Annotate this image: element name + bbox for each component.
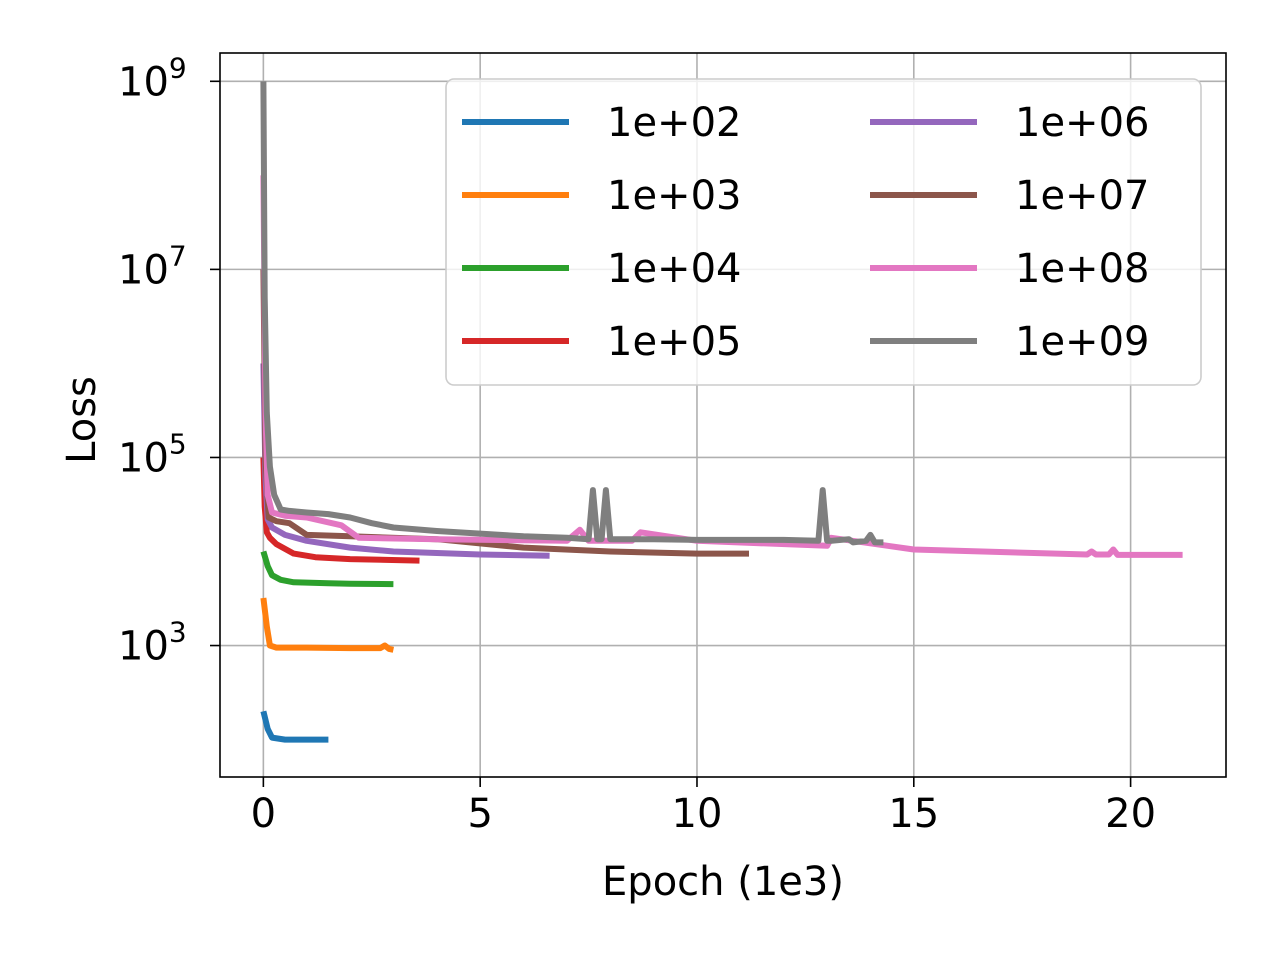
legend-label: 1e+02 bbox=[607, 100, 741, 146]
series-line-1e+02 bbox=[260, 710, 329, 743]
y-axis-label: Loss bbox=[59, 376, 105, 464]
y-tick-label: 105 bbox=[118, 427, 187, 481]
y-tick-label-exponent: 9 bbox=[169, 51, 187, 84]
legend: 1e+02 1e+03 1e+04 1e+05 1e+06 1e+07 1e+08 1e+09 bbox=[445, 78, 1202, 386]
x-tick-label: 5 bbox=[467, 791, 492, 837]
y-tick-label: 107 bbox=[118, 239, 187, 293]
x-axis-ticks: 0 5 10 15 20 bbox=[251, 777, 1156, 837]
x-tick-label: 10 bbox=[672, 791, 723, 837]
legend-label: 1e+05 bbox=[607, 319, 741, 365]
y-tick-label-base: 10 bbox=[118, 247, 169, 293]
y-tick-label: 103 bbox=[118, 616, 187, 670]
y-tick-label-base: 10 bbox=[118, 624, 169, 670]
y-tick-label: 109 bbox=[118, 51, 187, 105]
y-tick-label-exponent: 5 bbox=[169, 427, 187, 460]
y-tick-label-exponent: 7 bbox=[169, 239, 187, 272]
x-tick-label: 0 bbox=[251, 791, 276, 837]
x-axis-label: Epoch (1e3) bbox=[602, 859, 844, 905]
legend-label: 1e+04 bbox=[607, 246, 741, 292]
plot-frame bbox=[219, 52, 1227, 778]
y-tick-label-base: 10 bbox=[118, 435, 169, 481]
legend-label: 1e+03 bbox=[607, 173, 741, 219]
series-lines bbox=[260, 81, 1183, 743]
x-tick-label: 15 bbox=[888, 791, 939, 837]
x-tick-label: 20 bbox=[1105, 791, 1156, 837]
series-line-1e+04 bbox=[260, 550, 394, 588]
y-tick-label-base: 10 bbox=[118, 59, 169, 105]
legend-label: 1e+06 bbox=[1015, 100, 1149, 146]
legend-label: 1e+08 bbox=[1015, 246, 1149, 292]
legend-box bbox=[445, 78, 1202, 386]
legend-label: 1e+09 bbox=[1015, 319, 1149, 365]
y-tick-label-exponent: 3 bbox=[169, 616, 187, 649]
legend-label: 1e+07 bbox=[1015, 173, 1149, 219]
series-line-1e+09 bbox=[260, 81, 884, 546]
series-line-1e+03 bbox=[260, 597, 395, 653]
